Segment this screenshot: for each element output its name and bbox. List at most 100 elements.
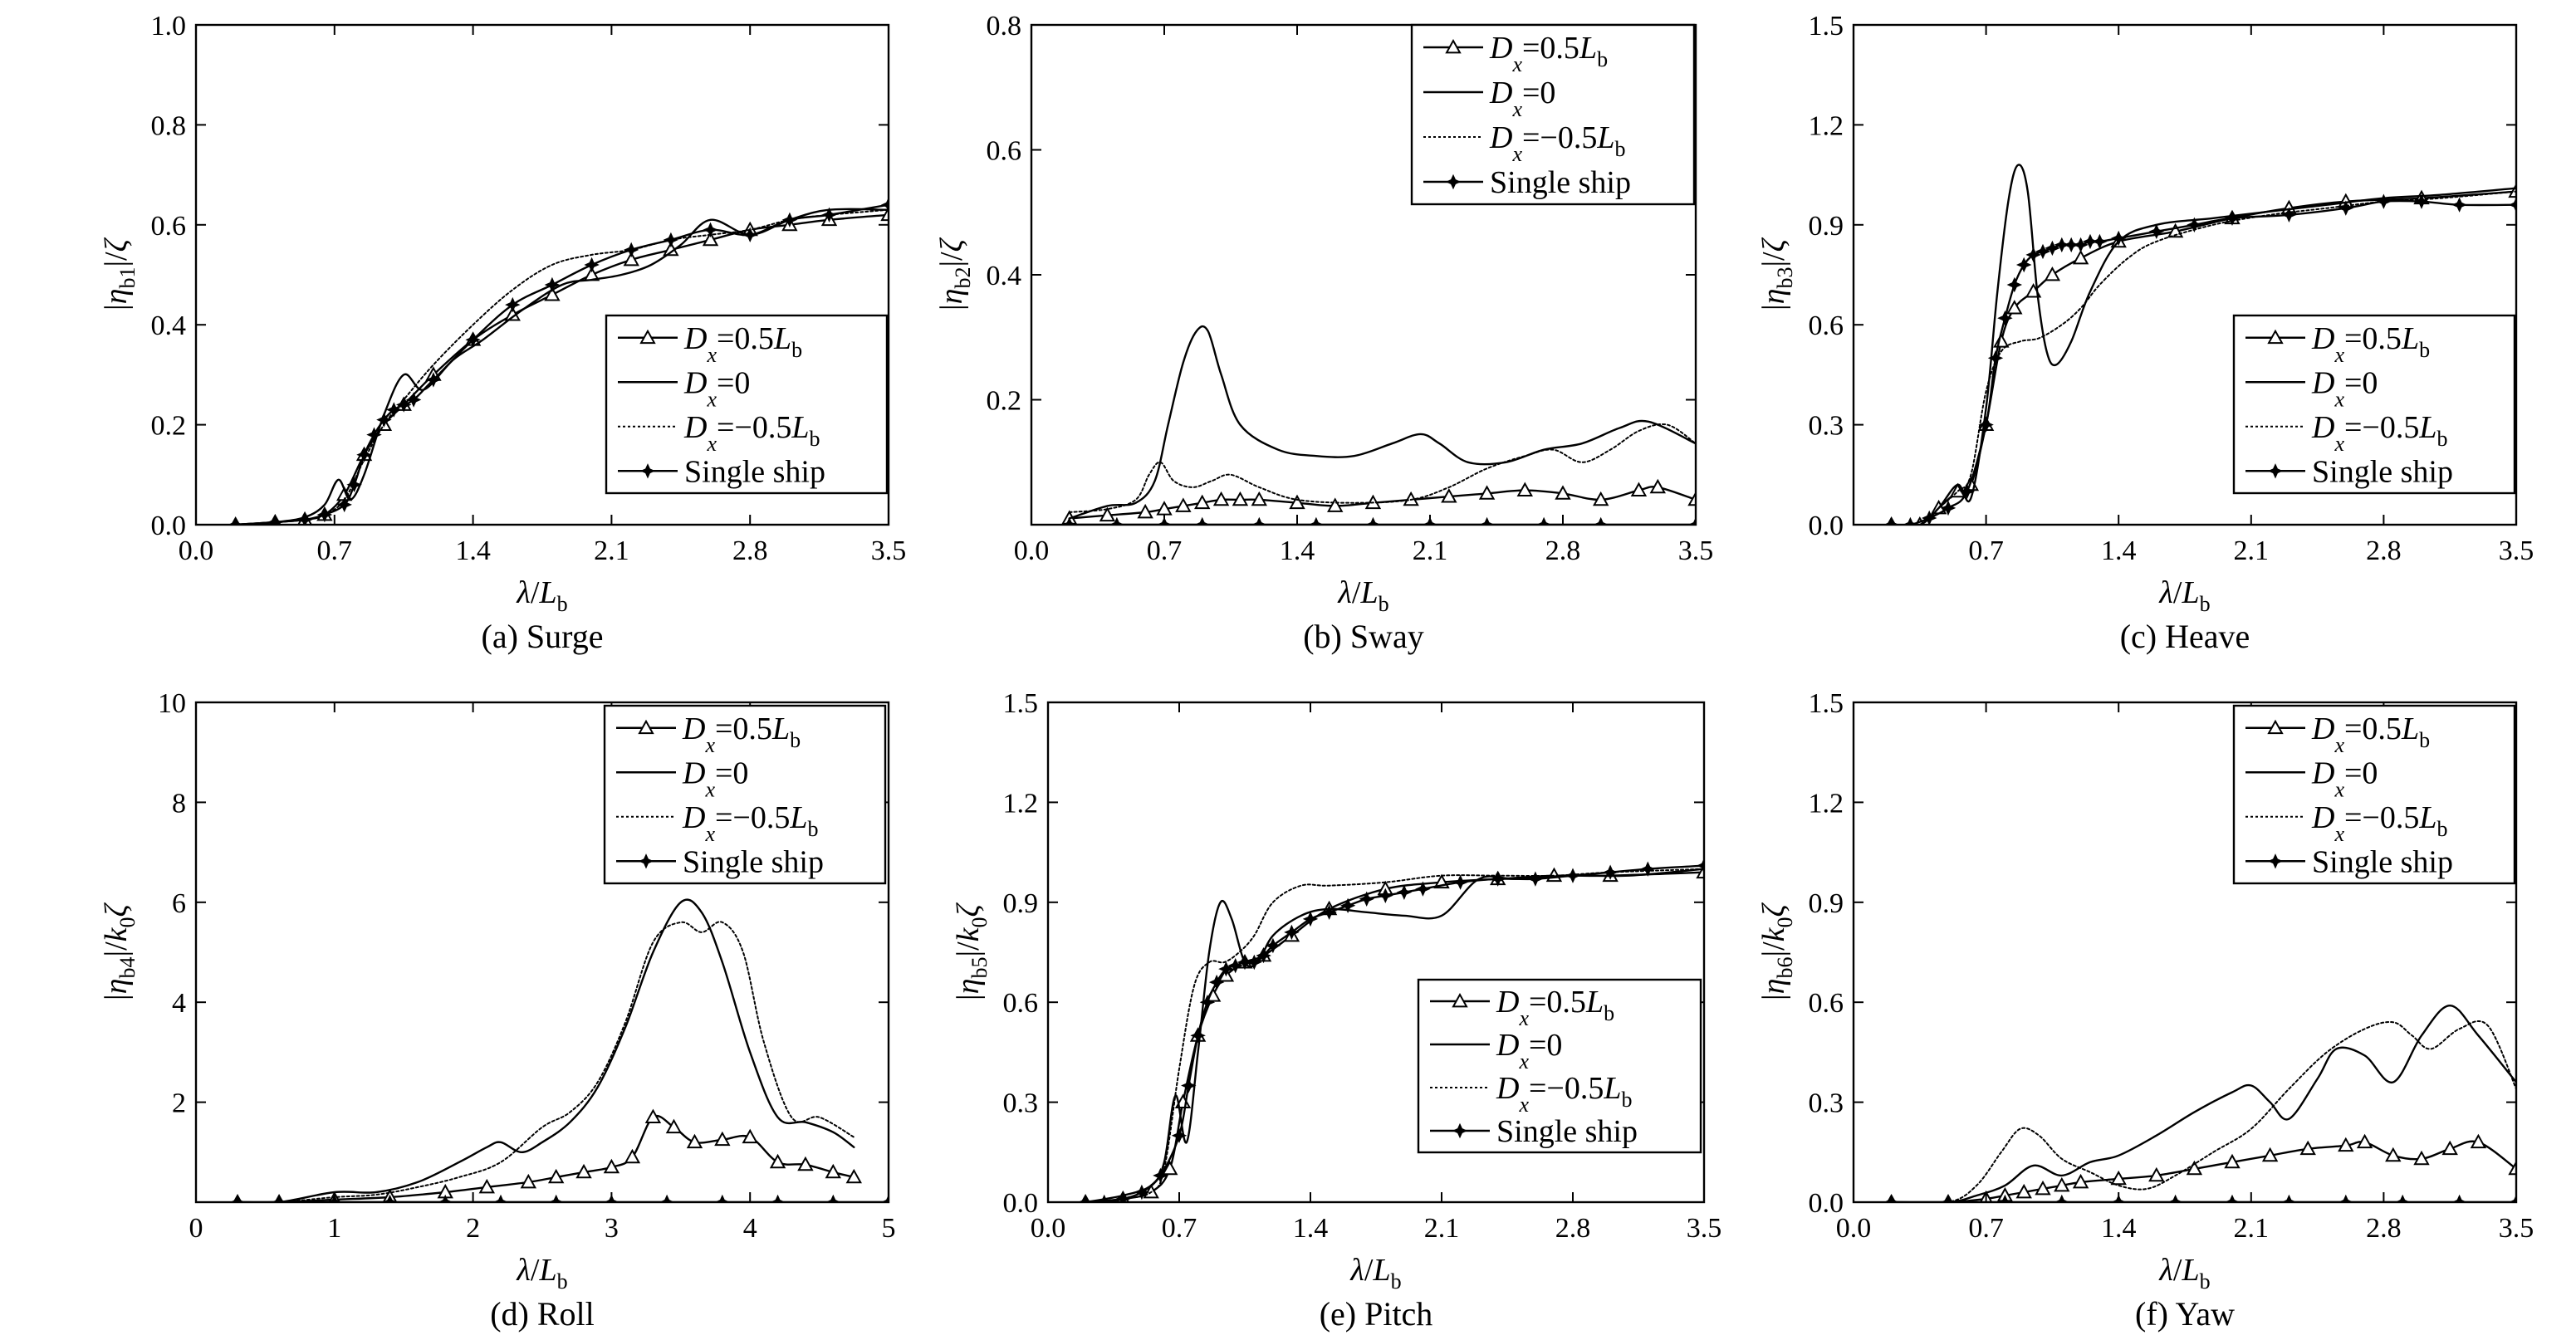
data-point-4-2 xyxy=(1940,1194,1956,1202)
x-tick-label: 3.5 xyxy=(1687,1213,1722,1244)
data-point-1-8 xyxy=(2072,1173,2089,1189)
legend-label-4: Single ship xyxy=(2312,844,2453,879)
legend-marker-4 xyxy=(1445,174,1462,190)
data-point-1-9 xyxy=(2110,1170,2127,1186)
x-tick-label: 0.7 xyxy=(1968,535,2004,566)
data-point-1-20 xyxy=(845,1168,862,1184)
y-tick-label: 6 xyxy=(172,888,186,919)
data-point-1-8 xyxy=(547,1168,565,1184)
data-point-4-17 xyxy=(584,257,600,273)
data-point-1-10 xyxy=(2148,1166,2165,1182)
legend-label-4: Single ship xyxy=(684,454,825,489)
data-point-4-10 xyxy=(714,1194,731,1202)
legend-label-2: Dx=0 xyxy=(2311,756,2378,801)
data-point-4-10 xyxy=(1208,974,1225,990)
legend-marker-4 xyxy=(2267,853,2284,869)
data-point-4-20 xyxy=(1339,897,1356,914)
x-tick-label: 5 xyxy=(882,1213,896,1244)
data-point-4-9 xyxy=(1479,516,1495,525)
x-tick-label: 3.5 xyxy=(2499,1213,2534,1244)
legend-box xyxy=(605,314,889,495)
data-point-4-1 xyxy=(229,1194,246,1202)
data-point-4-15 xyxy=(1256,947,1271,964)
data-point-1-19 xyxy=(825,1163,841,1179)
data-point-4-6 xyxy=(492,1194,509,1202)
y-tick-label: 0.0 xyxy=(151,511,187,541)
data-point-4-2 xyxy=(271,1194,287,1202)
data-point-4-12 xyxy=(825,1194,841,1202)
x-tick-label: 2.1 xyxy=(594,535,629,566)
data-point-1-2 xyxy=(1099,506,1116,522)
y-tick-label: 0.0 xyxy=(1003,1188,1039,1219)
data-point-4-4 xyxy=(1194,516,1210,525)
data-point-4-1 xyxy=(1077,1194,1094,1202)
data-point-1-3 xyxy=(1137,503,1153,519)
series-line-2 xyxy=(236,898,855,1202)
data-point-1-14 xyxy=(1441,488,1457,503)
data-point-4-11 xyxy=(2025,247,2041,263)
data-point-4-23 xyxy=(1396,884,1413,901)
data-point-1-10 xyxy=(603,1158,620,1174)
series-line-3 xyxy=(1890,1020,2516,1202)
data-point-4-1 xyxy=(1883,1194,1899,1202)
y-tick-label: 0.8 xyxy=(151,110,187,141)
y-tick-label: 0.6 xyxy=(1809,988,1844,1019)
data-point-4-15 xyxy=(505,296,521,313)
series-line-3 xyxy=(1085,868,1704,1202)
data-point-4-29 xyxy=(1602,864,1619,880)
data-point-4-28 xyxy=(1565,868,1581,883)
legend-label-3: Dx=−0.5Lb xyxy=(682,800,819,846)
data-point-1-14 xyxy=(686,1133,703,1149)
legend-label-1: Dx=0.5Lb xyxy=(2311,321,2430,367)
data-point-1-18 xyxy=(2508,183,2516,198)
x-tick-label: 2.8 xyxy=(732,535,768,566)
legend-label-2: Dx=0 xyxy=(1496,1028,1562,1073)
y-tick-label: 0.9 xyxy=(1003,888,1039,919)
x-tick-label: 2.8 xyxy=(1545,535,1581,566)
data-point-4-3 xyxy=(296,511,313,525)
y-tick-label: 0.2 xyxy=(987,386,1022,417)
x-axis-label: λ/Lb xyxy=(516,1253,567,1293)
data-point-1-11 xyxy=(624,1148,641,1164)
data-point-4-14 xyxy=(465,332,481,348)
data-point-4-8 xyxy=(2281,1194,2297,1202)
data-point-4-12 xyxy=(2035,243,2051,260)
x-tick-label: 2.8 xyxy=(2366,535,2402,566)
data-point-4-4 xyxy=(382,1194,398,1202)
legend-label-1: Dx=0.5Lb xyxy=(683,321,802,367)
y-tick-label: 8 xyxy=(172,788,186,819)
data-point-4-5 xyxy=(437,1194,453,1202)
legend-label-2: Dx=0 xyxy=(2311,365,2378,411)
data-point-4-1 xyxy=(1883,516,1899,525)
data-point-4-16 xyxy=(1265,937,1281,954)
data-point-4-26 xyxy=(2413,193,2430,209)
legend-marker-1 xyxy=(638,719,654,735)
data-point-1-20 xyxy=(2470,1133,2487,1149)
data-point-4-6 xyxy=(1308,516,1325,525)
data-point-4-18 xyxy=(1302,911,1319,927)
data-point-4-2 xyxy=(1096,1194,1112,1202)
y-axis-label: |ηb5|/k0ζ xyxy=(951,902,992,1000)
data-point-1-11 xyxy=(2072,249,2089,265)
data-point-1-14 xyxy=(2299,1140,2316,1156)
data-point-1-16 xyxy=(702,231,719,247)
data-point-4-16 xyxy=(2073,237,2089,253)
data-point-1-13 xyxy=(2261,1147,2279,1162)
data-point-4-11 xyxy=(1593,516,1609,525)
data-point-4-2 xyxy=(1109,516,1125,525)
data-point-4-24 xyxy=(880,197,889,213)
panel-caption: (e) Pitch xyxy=(1320,1295,1433,1333)
data-point-4-6 xyxy=(346,477,362,493)
series-line-2 xyxy=(1068,325,1696,520)
data-point-4-28 xyxy=(2508,197,2516,213)
x-tick-label: 0.7 xyxy=(1968,1213,2004,1244)
data-point-4-1 xyxy=(228,516,243,525)
x-tick-label: 1.4 xyxy=(455,535,491,566)
data-point-4-2 xyxy=(267,514,283,525)
x-tick-label: 1.4 xyxy=(2101,1213,2137,1244)
x-tick-label: 2.1 xyxy=(2234,535,2270,566)
data-point-1-18 xyxy=(2413,1150,2430,1166)
y-tick-label: 0.3 xyxy=(1003,1088,1039,1119)
legend-label-3: Dx=−0.5Lb xyxy=(2311,410,2448,456)
